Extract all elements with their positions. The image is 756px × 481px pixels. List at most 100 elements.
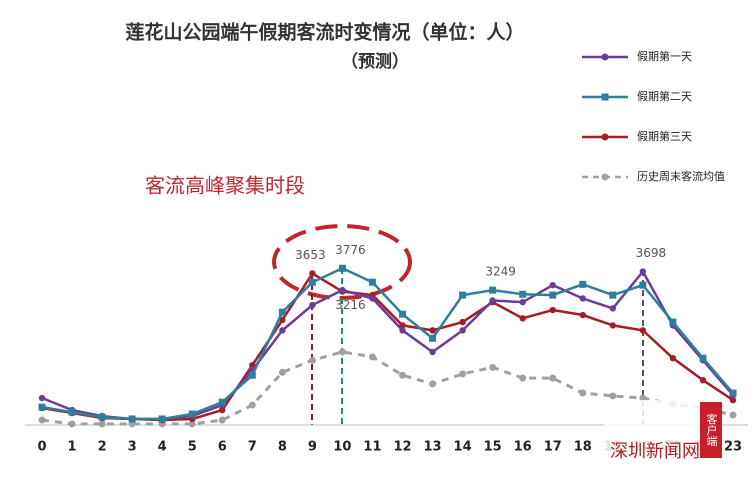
point bbox=[309, 270, 316, 277]
legend-marker bbox=[601, 133, 609, 141]
point bbox=[248, 401, 256, 409]
point bbox=[579, 311, 586, 319]
point bbox=[128, 415, 136, 423]
point bbox=[38, 403, 46, 411]
legend-label: 历史周末客流均值 bbox=[637, 169, 725, 183]
x-tick-label: 1 bbox=[68, 440, 77, 455]
point bbox=[68, 408, 76, 416]
point bbox=[188, 410, 196, 418]
chart-title: 莲花山公园端午假期客流时变情况（单位：人） bbox=[125, 21, 524, 44]
point bbox=[639, 281, 647, 289]
x-tick-label: 10 bbox=[333, 440, 351, 455]
point bbox=[699, 354, 707, 362]
point bbox=[399, 371, 407, 379]
point bbox=[729, 411, 737, 419]
x-tick-label: 4 bbox=[158, 440, 167, 455]
point bbox=[338, 348, 346, 356]
point bbox=[429, 380, 437, 388]
point bbox=[68, 420, 76, 428]
point bbox=[429, 334, 437, 342]
point bbox=[309, 301, 316, 309]
point bbox=[98, 413, 106, 421]
point bbox=[579, 295, 586, 302]
point bbox=[609, 392, 617, 400]
point bbox=[459, 291, 467, 299]
watermark: 深圳新闻网 bbox=[610, 441, 700, 462]
point bbox=[308, 356, 316, 364]
point bbox=[459, 327, 466, 334]
point bbox=[279, 327, 286, 334]
point bbox=[549, 291, 557, 299]
x-tick-label: 17 bbox=[544, 440, 562, 455]
point bbox=[639, 327, 647, 334]
x-tick-label: 8 bbox=[278, 440, 287, 455]
point bbox=[158, 415, 166, 423]
point bbox=[459, 318, 466, 326]
point bbox=[98, 420, 106, 428]
annotation: 客流高峰聚集时段 bbox=[145, 174, 305, 198]
legend-marker bbox=[601, 93, 609, 101]
point bbox=[279, 316, 286, 324]
x-tick-label: 12 bbox=[393, 440, 411, 455]
point bbox=[579, 389, 587, 397]
x-tick-label: 2 bbox=[98, 440, 107, 455]
legend-label: 假期第一天 bbox=[637, 49, 692, 63]
point bbox=[549, 374, 557, 382]
point bbox=[489, 297, 496, 304]
point bbox=[579, 280, 587, 288]
point bbox=[219, 406, 226, 414]
point bbox=[699, 376, 707, 384]
x-tick-label: 9 bbox=[308, 440, 317, 455]
x-tick-label: 13 bbox=[424, 440, 442, 455]
x-tick-label: 0 bbox=[37, 440, 46, 455]
point bbox=[669, 354, 677, 362]
point bbox=[549, 281, 556, 289]
point bbox=[218, 398, 226, 406]
x-tick-label: 18 bbox=[574, 440, 592, 455]
x-tick-label: 7 bbox=[248, 440, 257, 455]
point bbox=[459, 370, 467, 378]
point bbox=[489, 363, 497, 371]
point bbox=[339, 286, 346, 294]
point bbox=[429, 348, 436, 356]
point bbox=[639, 394, 647, 402]
point bbox=[519, 315, 526, 322]
point bbox=[278, 308, 286, 316]
point bbox=[368, 278, 376, 286]
point bbox=[729, 389, 737, 397]
point bbox=[338, 264, 346, 272]
legend-label: 假期第三天 bbox=[637, 129, 692, 143]
point bbox=[369, 295, 376, 302]
watermark-badge-bg bbox=[700, 402, 722, 458]
series-line bbox=[41, 350, 734, 426]
point bbox=[368, 353, 376, 361]
x-tick-label: 14 bbox=[454, 440, 472, 455]
point bbox=[489, 286, 497, 294]
point bbox=[399, 327, 406, 334]
point bbox=[429, 327, 436, 334]
point bbox=[248, 371, 256, 379]
point bbox=[609, 305, 617, 312]
point bbox=[609, 291, 617, 299]
data-label: 3698 bbox=[636, 246, 667, 260]
legend-marker bbox=[601, 173, 609, 181]
x-tick-label: 3 bbox=[128, 440, 137, 455]
data-label: 3249 bbox=[485, 265, 516, 279]
data-label: 3776 bbox=[335, 243, 366, 257]
point bbox=[519, 298, 526, 306]
x-tick-label: 6 bbox=[218, 440, 227, 455]
point bbox=[188, 420, 196, 428]
legend-label: 假期第二天 bbox=[637, 89, 692, 103]
chart-subtitle: （预测） bbox=[341, 51, 409, 72]
point bbox=[639, 268, 647, 275]
x-tick-label: 11 bbox=[363, 440, 381, 455]
point bbox=[549, 306, 556, 314]
point bbox=[399, 310, 407, 318]
series-line bbox=[41, 266, 734, 421]
x-tick-label: 23 bbox=[724, 440, 742, 455]
point bbox=[278, 368, 286, 376]
point bbox=[609, 322, 617, 329]
point bbox=[729, 396, 737, 404]
point bbox=[218, 416, 226, 424]
data-label: 3653 bbox=[295, 248, 326, 262]
